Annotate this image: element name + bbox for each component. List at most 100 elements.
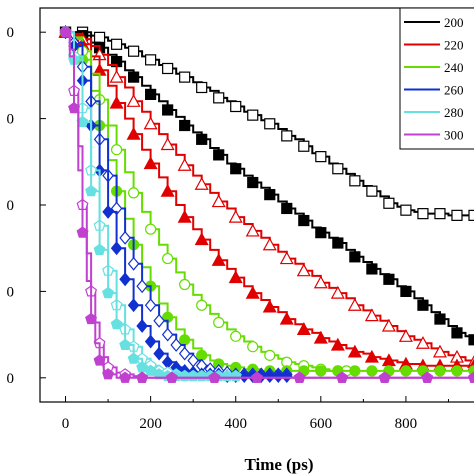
data-point [383,273,395,285]
data-point [383,197,395,209]
data-point [313,330,328,344]
data-point [93,354,106,366]
data-point [213,316,225,329]
data-point [281,130,293,142]
data-point [213,92,225,104]
y-tick-label: 0 [7,371,15,387]
data-point [102,204,114,219]
data-point [59,25,72,38]
data-point [434,313,446,325]
legend-label: 200 [444,15,464,30]
data-point [228,209,243,223]
legend-label: 260 [444,83,464,98]
data-point [179,71,191,83]
data-point [145,54,157,66]
data-point [127,256,140,271]
data-point [93,243,106,255]
data-point [127,298,140,313]
data-point [451,327,463,339]
data-point [196,133,208,145]
legend-entry: 240 [404,60,464,75]
data-point [128,71,140,83]
data-point [245,223,260,237]
data-point [119,371,132,383]
data-point [177,209,192,223]
legend-box [399,7,474,150]
data-point [208,371,221,383]
data-point [161,327,174,342]
data-point [144,334,157,349]
x-tick-label: 0 [62,416,70,432]
series-200-square-open [59,26,474,221]
data-point [145,88,157,101]
data-point [330,337,345,351]
data-point [160,183,175,197]
legend-label: 240 [444,60,464,75]
data-point [93,31,106,43]
data-point [179,278,191,291]
data-point [162,62,174,75]
data-point [251,371,263,383]
data-point [434,208,446,220]
data-point [228,270,243,284]
data-point [349,175,361,187]
series-layer [58,24,474,384]
data-point [364,308,379,322]
series-line-220 [65,31,474,367]
data-point [468,371,474,383]
data-point [366,365,378,377]
data-point [400,285,412,298]
data-point [85,184,98,197]
data-point [293,371,306,383]
data-point [126,94,141,107]
data-point [313,275,328,289]
data-point [381,318,396,332]
data-point [145,223,157,235]
data-point [126,126,141,140]
data-point [143,156,158,170]
y-tick-label: 0 [7,112,15,128]
legend-label: 280 [444,105,464,120]
data-point [177,158,192,171]
data-point [211,194,226,208]
data-point [349,251,361,263]
data-point [247,176,259,189]
data-point [119,338,132,350]
data-point [451,209,463,221]
data-point [136,371,148,383]
data-point [196,299,208,311]
data-point [165,371,178,383]
data-point [102,286,115,299]
data-point [315,151,327,163]
data-point [263,369,276,384]
data-point [279,251,294,265]
data-point [68,101,81,114]
data-point [110,317,123,330]
data-point [298,214,310,227]
data-point [272,369,285,384]
data-point [279,311,294,325]
data-point [143,116,158,130]
data-point [194,177,209,190]
data-point [179,334,191,346]
data-point [264,118,276,130]
legend-entry: 220 [404,38,464,53]
data-point [194,232,209,246]
axes: 0 200 400 600 800 0 0 0 0 0 [7,7,474,432]
data-point [136,279,148,294]
data-point [417,299,429,311]
data-point [230,100,242,113]
data-point [247,109,259,121]
y-tick-label: 0 [7,25,15,41]
data-point [315,227,327,239]
data-point [366,185,378,197]
data-point [468,209,474,221]
legend-label: 220 [444,38,464,53]
data-point [298,140,310,152]
data-point [264,189,276,201]
data-point [332,237,344,249]
data-point [127,352,140,364]
y-tick-label: 0 [7,284,15,300]
data-point [110,144,123,156]
series-300-pentagon-filled [59,25,474,383]
